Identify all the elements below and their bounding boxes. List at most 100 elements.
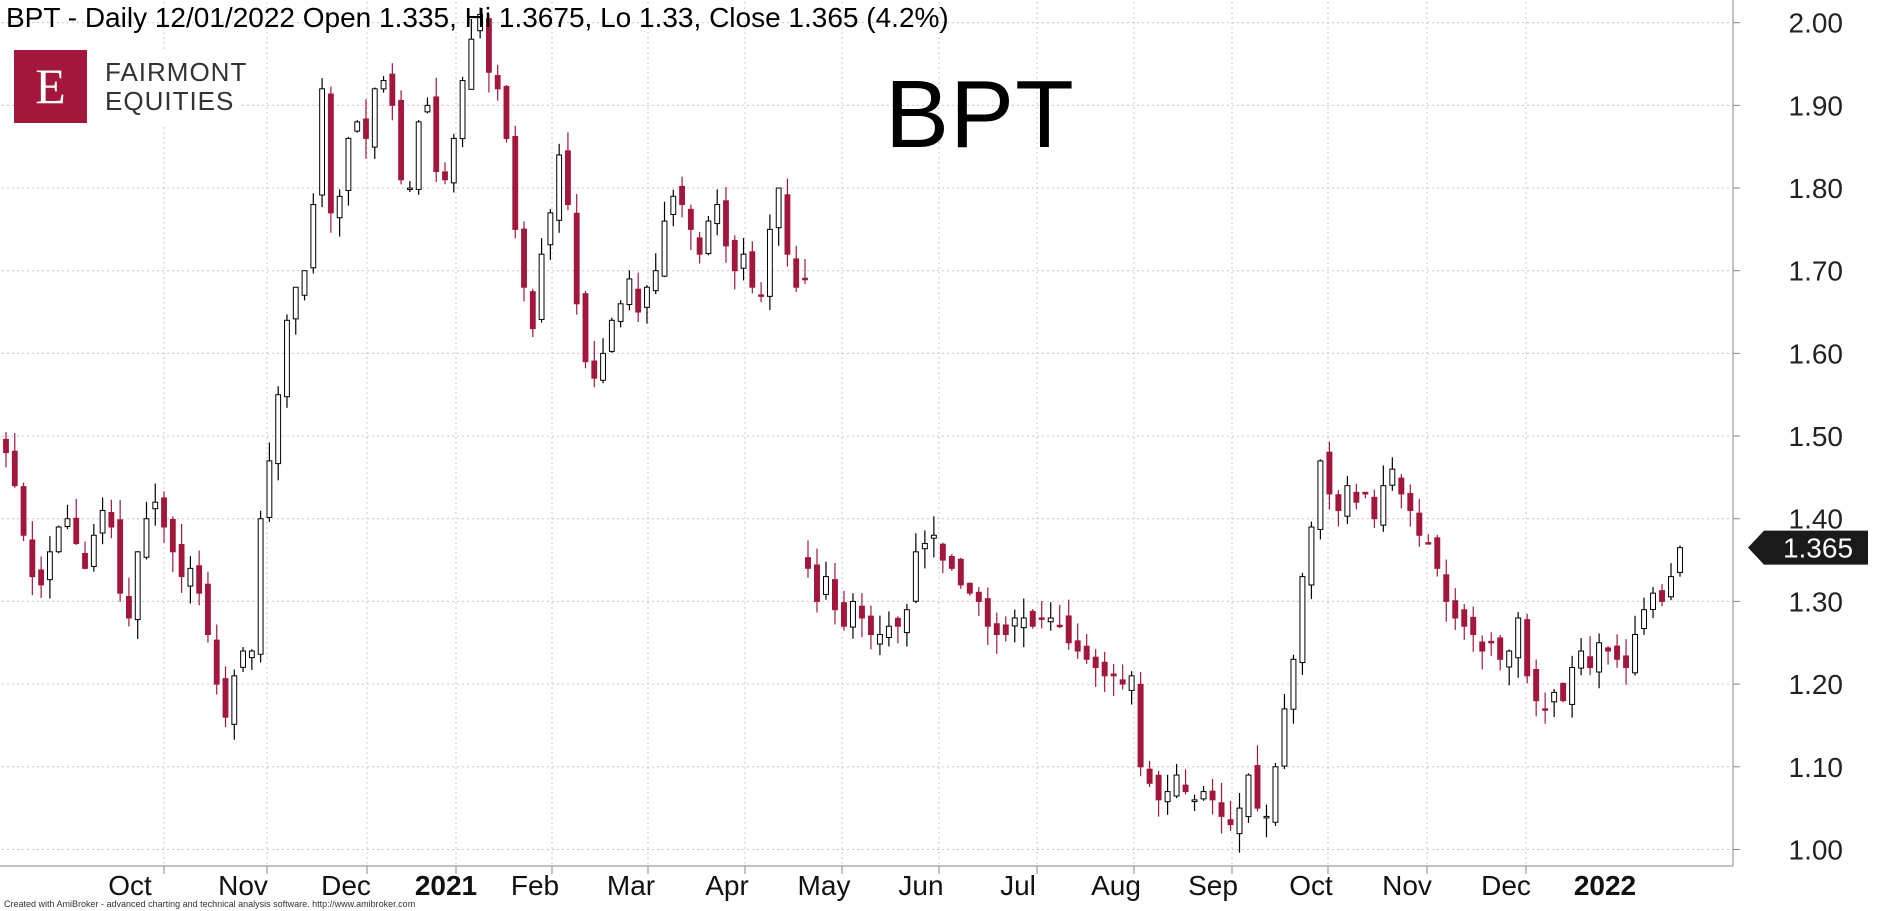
candle-body (723, 200, 729, 247)
candle-body (975, 591, 982, 602)
candle-body (805, 557, 811, 569)
x-tick-label: Aug (1091, 870, 1141, 901)
x-tick-label: Sep (1188, 870, 1238, 901)
last-price-label: 1.365 (1783, 533, 1853, 564)
candle-body (758, 294, 765, 297)
candle-body (1335, 494, 1342, 511)
candle-body (29, 539, 36, 578)
candle-body (1101, 661, 1108, 677)
candle-body (1155, 774, 1162, 801)
candle-body (477, 13, 484, 32)
y-tick-label: 2.00 (1789, 8, 1844, 39)
candle-body (292, 286, 299, 320)
candle-body (310, 204, 317, 269)
candle-body (1290, 658, 1297, 710)
candle-body (1551, 691, 1558, 703)
candle-body (1578, 650, 1585, 669)
candle-body (661, 220, 668, 277)
candle-body (1209, 790, 1216, 801)
candle-body (775, 187, 782, 229)
candle-body (442, 171, 448, 181)
candle-body (82, 552, 88, 569)
y-tick-label: 1.30 (1789, 586, 1844, 617)
candle-body (3, 438, 9, 454)
candle-body (11, 450, 18, 487)
candle-body (1443, 574, 1450, 602)
y-tick-label: 1.90 (1789, 90, 1844, 121)
candle-body (1308, 526, 1315, 586)
candle-body (687, 208, 694, 230)
candle-body (257, 518, 264, 655)
last-price-tag (1748, 530, 1868, 565)
candle-body (108, 512, 115, 528)
candle-body (1299, 576, 1306, 664)
candle-body (1605, 647, 1612, 652)
candle-body (1497, 637, 1504, 660)
candle-body (73, 517, 80, 545)
candle-body (169, 518, 176, 553)
footer-credit: Created with AmiBroker - advanced charti… (4, 899, 416, 909)
candle-body (126, 595, 132, 619)
candle-body (1587, 656, 1594, 669)
candle-body (547, 212, 554, 246)
logo-mark: E (14, 50, 87, 123)
candle-body (1506, 650, 1513, 668)
candle-body (301, 270, 308, 296)
candle-body (187, 567, 194, 587)
candle-body (1560, 682, 1567, 702)
candle-body (196, 565, 203, 594)
candle-body (1218, 802, 1225, 817)
candle-body (1029, 610, 1036, 627)
candle-body (849, 600, 856, 628)
candle-body (1569, 667, 1576, 705)
candle-body (840, 602, 847, 627)
candle-body (1461, 609, 1468, 627)
candle-body (939, 543, 946, 561)
candle-body (1227, 819, 1234, 826)
candle-body (1092, 656, 1099, 669)
candle-body (1191, 799, 1198, 803)
candle-body (1353, 491, 1360, 503)
candle-body (1038, 617, 1045, 620)
y-tick-label: 1.70 (1789, 256, 1844, 287)
candle-body (1182, 784, 1189, 793)
y-tick-label: 1.80 (1789, 173, 1844, 204)
candle-body (152, 501, 159, 510)
candle-body (1425, 542, 1432, 545)
x-tick-label: Feb (511, 870, 559, 901)
candle-body (600, 352, 606, 381)
candle-body (161, 497, 167, 528)
y-tick-label: 1.40 (1789, 504, 1844, 535)
candle-body (670, 195, 677, 215)
y-tick-label: 1.20 (1789, 669, 1844, 700)
candle-body (1128, 675, 1135, 691)
candle-body (1065, 615, 1072, 644)
candle-body (1650, 592, 1657, 610)
candle-body (1047, 617, 1054, 623)
candle-body (1119, 679, 1126, 685)
candle-body (380, 80, 387, 90)
candle-body (178, 544, 185, 578)
candle-body (1659, 590, 1665, 602)
candle-body (99, 509, 106, 534)
candle-body (573, 212, 580, 305)
candle-body (1002, 624, 1009, 635)
candle-body (903, 609, 910, 634)
candle-body (336, 195, 343, 219)
chart-title: BPT (885, 61, 1075, 168)
candle-body (529, 291, 536, 330)
candle-body (1263, 815, 1270, 819)
candle-body (371, 88, 378, 148)
candle-body (240, 650, 246, 668)
x-tick-label: Jun (898, 870, 943, 901)
candle-body (831, 579, 838, 611)
x-tick-label: Dec (321, 870, 371, 901)
candle-body (1254, 765, 1261, 809)
candle-body (1272, 766, 1279, 823)
candle-body (46, 551, 53, 581)
candle-body (823, 576, 829, 595)
candle-body (876, 633, 883, 645)
candle-body (740, 253, 747, 269)
candle-body (679, 185, 685, 206)
candle-body (1074, 640, 1081, 652)
